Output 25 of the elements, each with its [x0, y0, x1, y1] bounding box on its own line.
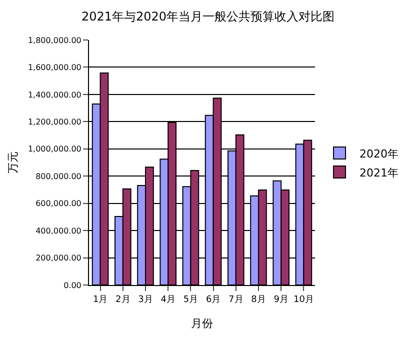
x-tick-label: 4月 [160, 294, 176, 305]
y-tick-label: 1,400,000.00 [28, 90, 82, 100]
x-tick-label: 6月 [206, 294, 221, 305]
x-tick-label: 1月 [92, 294, 108, 305]
y-tick-label: 400,000.00 [36, 226, 82, 236]
x-tick-label: 9月 [274, 294, 288, 305]
y-tick-label: 1,800,000.00 [28, 36, 82, 45]
legend-label: 2021年 [360, 166, 399, 180]
x-tick-label: 8月 [251, 294, 266, 305]
x-axis-title: 月份 [191, 317, 213, 330]
x-tick-label: 5月 [183, 294, 198, 305]
legend-label: 2020年 [360, 147, 399, 160]
y-tick-label: 1,200,000.00 [28, 117, 82, 126]
y-tick-label: 800,000.00 [36, 172, 82, 181]
x-tick-label: 3月 [138, 294, 153, 305]
y-tick-label: 200,000.00 [36, 254, 82, 263]
y-tick-label: 600,000.00 [36, 199, 82, 208]
y-tick-label: 0.00 [64, 280, 82, 290]
x-tick-label: 10月 [293, 294, 314, 305]
y-tick-label: 1,600,000.00 [28, 63, 82, 72]
x-tick-label: 7月 [228, 294, 244, 305]
y-axis-title: 万元 [6, 152, 20, 174]
y-tick-label: 1,000,000.00 [28, 144, 82, 154]
x-tick-label: 2月 [116, 294, 130, 305]
chart-title: 2021年与2020年当月一般公共预算收入对比图 [81, 9, 335, 24]
